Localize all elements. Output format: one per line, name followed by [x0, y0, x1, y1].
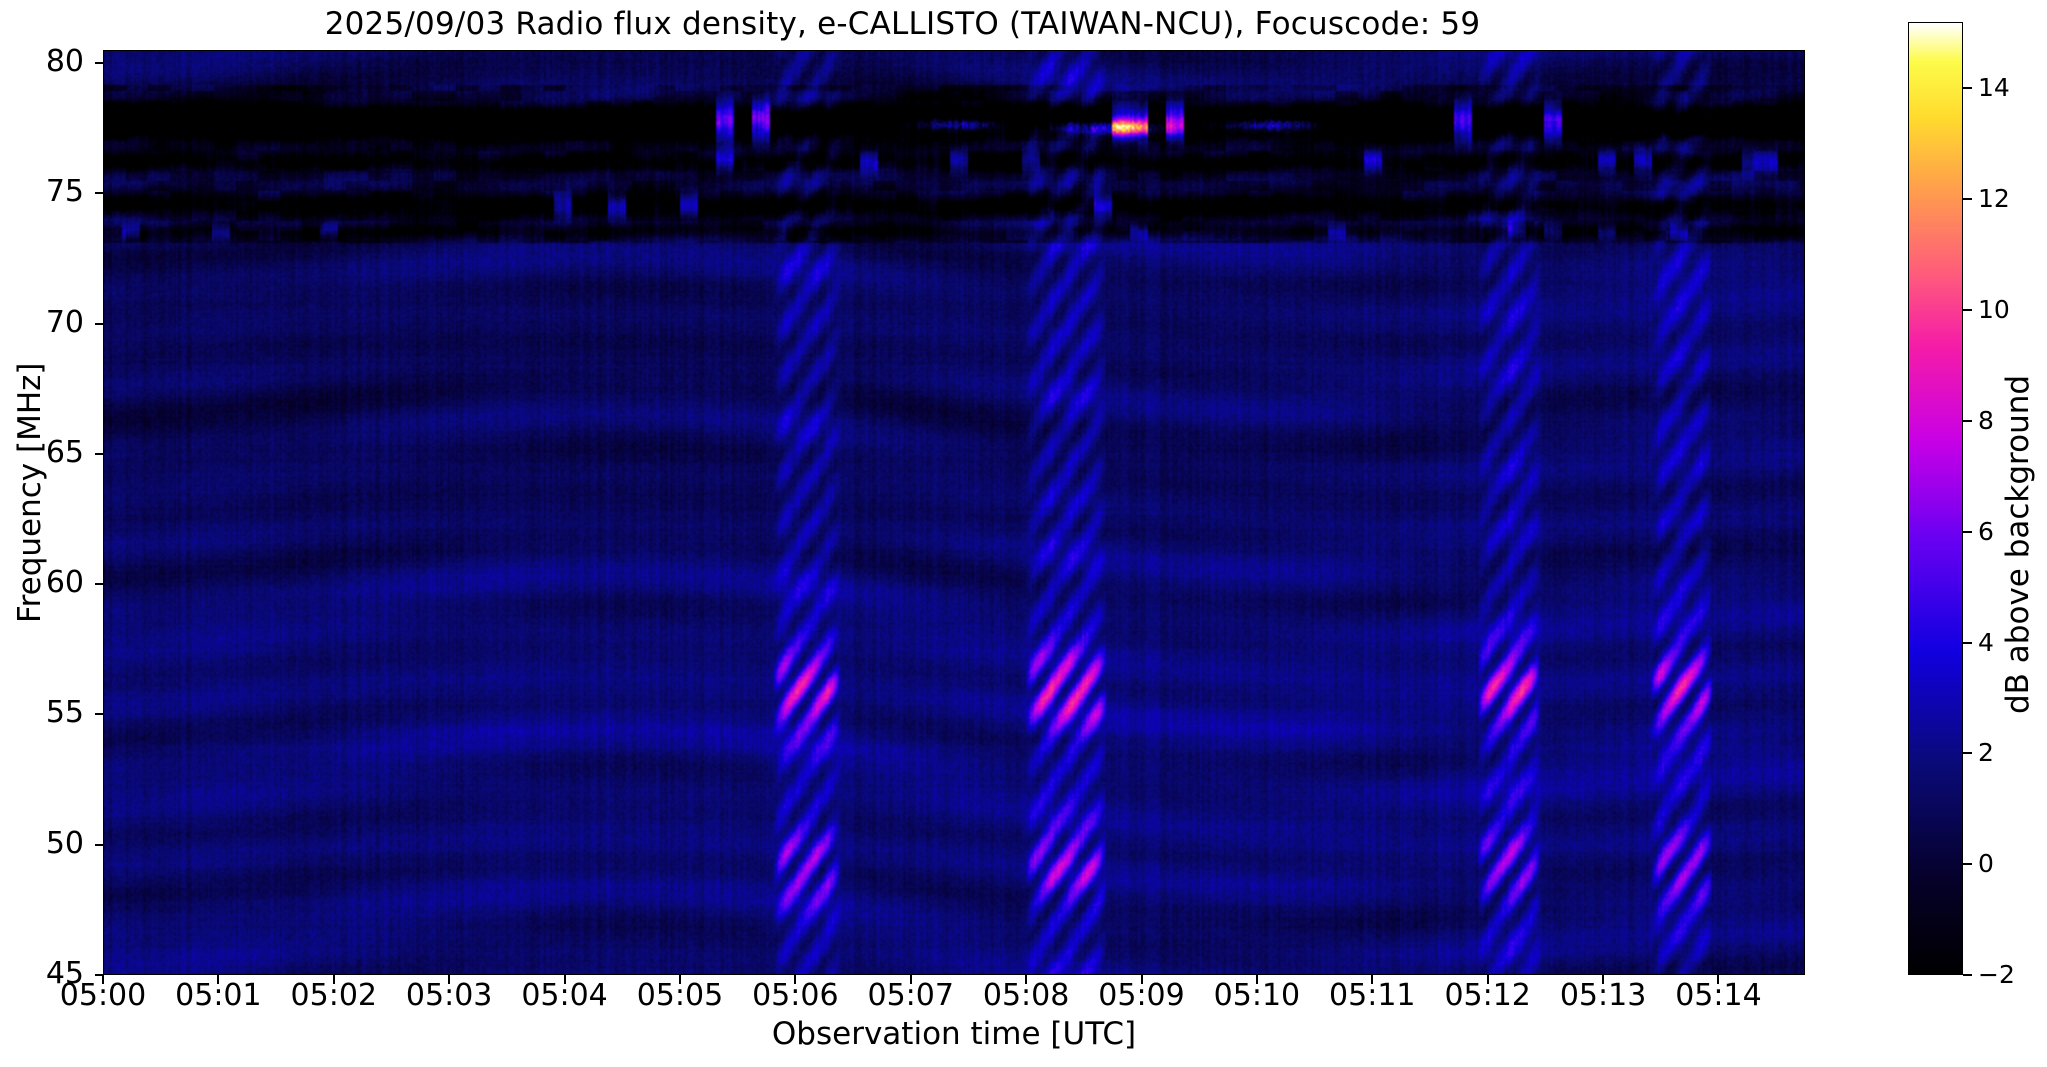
colorbar-tick-label: 2: [1978, 738, 1994, 768]
figure-title: 2025/09/03 Radio flux density, e-CALLIST…: [324, 6, 1481, 42]
colorbar-tick-mark: [1963, 87, 1972, 90]
x-tick-mark: [102, 975, 104, 984]
x-tick-mark: [332, 975, 335, 984]
x-tick-label-0514: 05:14: [1675, 978, 1762, 1013]
x-tick-label-0506: 05:06: [752, 978, 839, 1013]
x-tick-mark: [794, 975, 797, 984]
spectrogram-image: [104, 51, 1804, 974]
y-tick-mark: [95, 452, 104, 455]
colorbar-tick-mark: [1963, 974, 1972, 976]
colorbar-tick-label: 6: [1978, 516, 1994, 546]
y-tick-mark: [95, 322, 104, 325]
colorbar-tick-label: 4: [1978, 627, 1994, 657]
x-tick-label-0510: 05:10: [1213, 978, 1301, 1013]
colorbar-tick-label: 8: [1978, 405, 1994, 435]
x-tick-label-0511: 05:11: [1329, 978, 1416, 1013]
colorbar-gradient: [1909, 23, 1962, 974]
y-tick-mark: [95, 974, 104, 976]
y-tick-mark: [95, 62, 104, 65]
spectrogram-plot-area: [103, 50, 1805, 975]
colorbar-tick-mark: [1963, 198, 1972, 201]
y-tick-mark: [95, 583, 104, 586]
x-tick-label-0505: 05:05: [636, 978, 724, 1013]
colorbar-tick-label: −2: [1978, 960, 2015, 989]
colorbar-tick-mark: [1963, 752, 1972, 755]
x-tick-label-0508: 05:08: [982, 978, 1070, 1013]
x-tick-mark: [1717, 975, 1720, 984]
x-axis-label: Observation time [UTC]: [771, 1016, 1137, 1052]
x-tick-label-0512: 05:12: [1444, 978, 1531, 1013]
x-tick-label-0507: 05:07: [867, 978, 954, 1013]
x-tick-mark: [1602, 975, 1605, 984]
x-tick-mark: [217, 975, 220, 984]
colorbar: [1908, 22, 1963, 975]
x-tick-mark: [678, 975, 681, 984]
x-tick-label-0501: 05:01: [175, 978, 262, 1013]
y-tick-mark: [95, 843, 104, 846]
y-tick-mark: [95, 713, 104, 716]
x-tick-mark: [909, 975, 912, 984]
x-tick-mark: [563, 975, 566, 984]
colorbar-label: dB above background: [2000, 374, 2036, 714]
y-tick-label-50: 50: [45, 825, 84, 861]
x-tick-mark: [1025, 975, 1028, 984]
colorbar-tick-label: 0: [1978, 849, 1994, 879]
colorbar-tick-mark: [1963, 419, 1972, 422]
colorbar-tick-mark: [1963, 309, 1972, 312]
x-tick-mark: [1255, 975, 1258, 984]
y-tick-label-55: 55: [45, 695, 84, 731]
colorbar-tick-label: 10: [1978, 295, 2010, 325]
x-tick-label-0509: 05:09: [1098, 978, 1185, 1013]
y-tick-mark: [95, 192, 104, 195]
y-tick-label-65: 65: [45, 434, 84, 470]
x-tick-label-0503: 05:03: [405, 978, 493, 1013]
y-tick-label-70: 70: [45, 304, 84, 340]
y-tick-label-45: 45: [45, 956, 84, 991]
x-tick-label-0504: 05:04: [521, 978, 608, 1013]
colorbar-tick-mark: [1963, 641, 1972, 644]
x-tick-label-0500: 05:00: [59, 978, 147, 1013]
colorbar-tick-label: 12: [1978, 184, 2010, 214]
colorbar-tick-label: 14: [1978, 73, 2010, 103]
x-tick-mark: [1371, 975, 1374, 984]
x-tick-mark: [1140, 975, 1143, 984]
x-tick-label-0513: 05:13: [1559, 978, 1647, 1013]
x-tick-mark: [1486, 975, 1489, 984]
y-tick-label-60: 60: [45, 565, 84, 601]
y-tick-label-75: 75: [45, 174, 84, 210]
colorbar-tick-mark: [1963, 863, 1972, 866]
x-tick-mark: [448, 975, 451, 984]
x-tick-label-0502: 05:02: [290, 978, 377, 1013]
y-tick-label-80: 80: [45, 44, 84, 80]
colorbar-tick-mark: [1963, 530, 1972, 533]
